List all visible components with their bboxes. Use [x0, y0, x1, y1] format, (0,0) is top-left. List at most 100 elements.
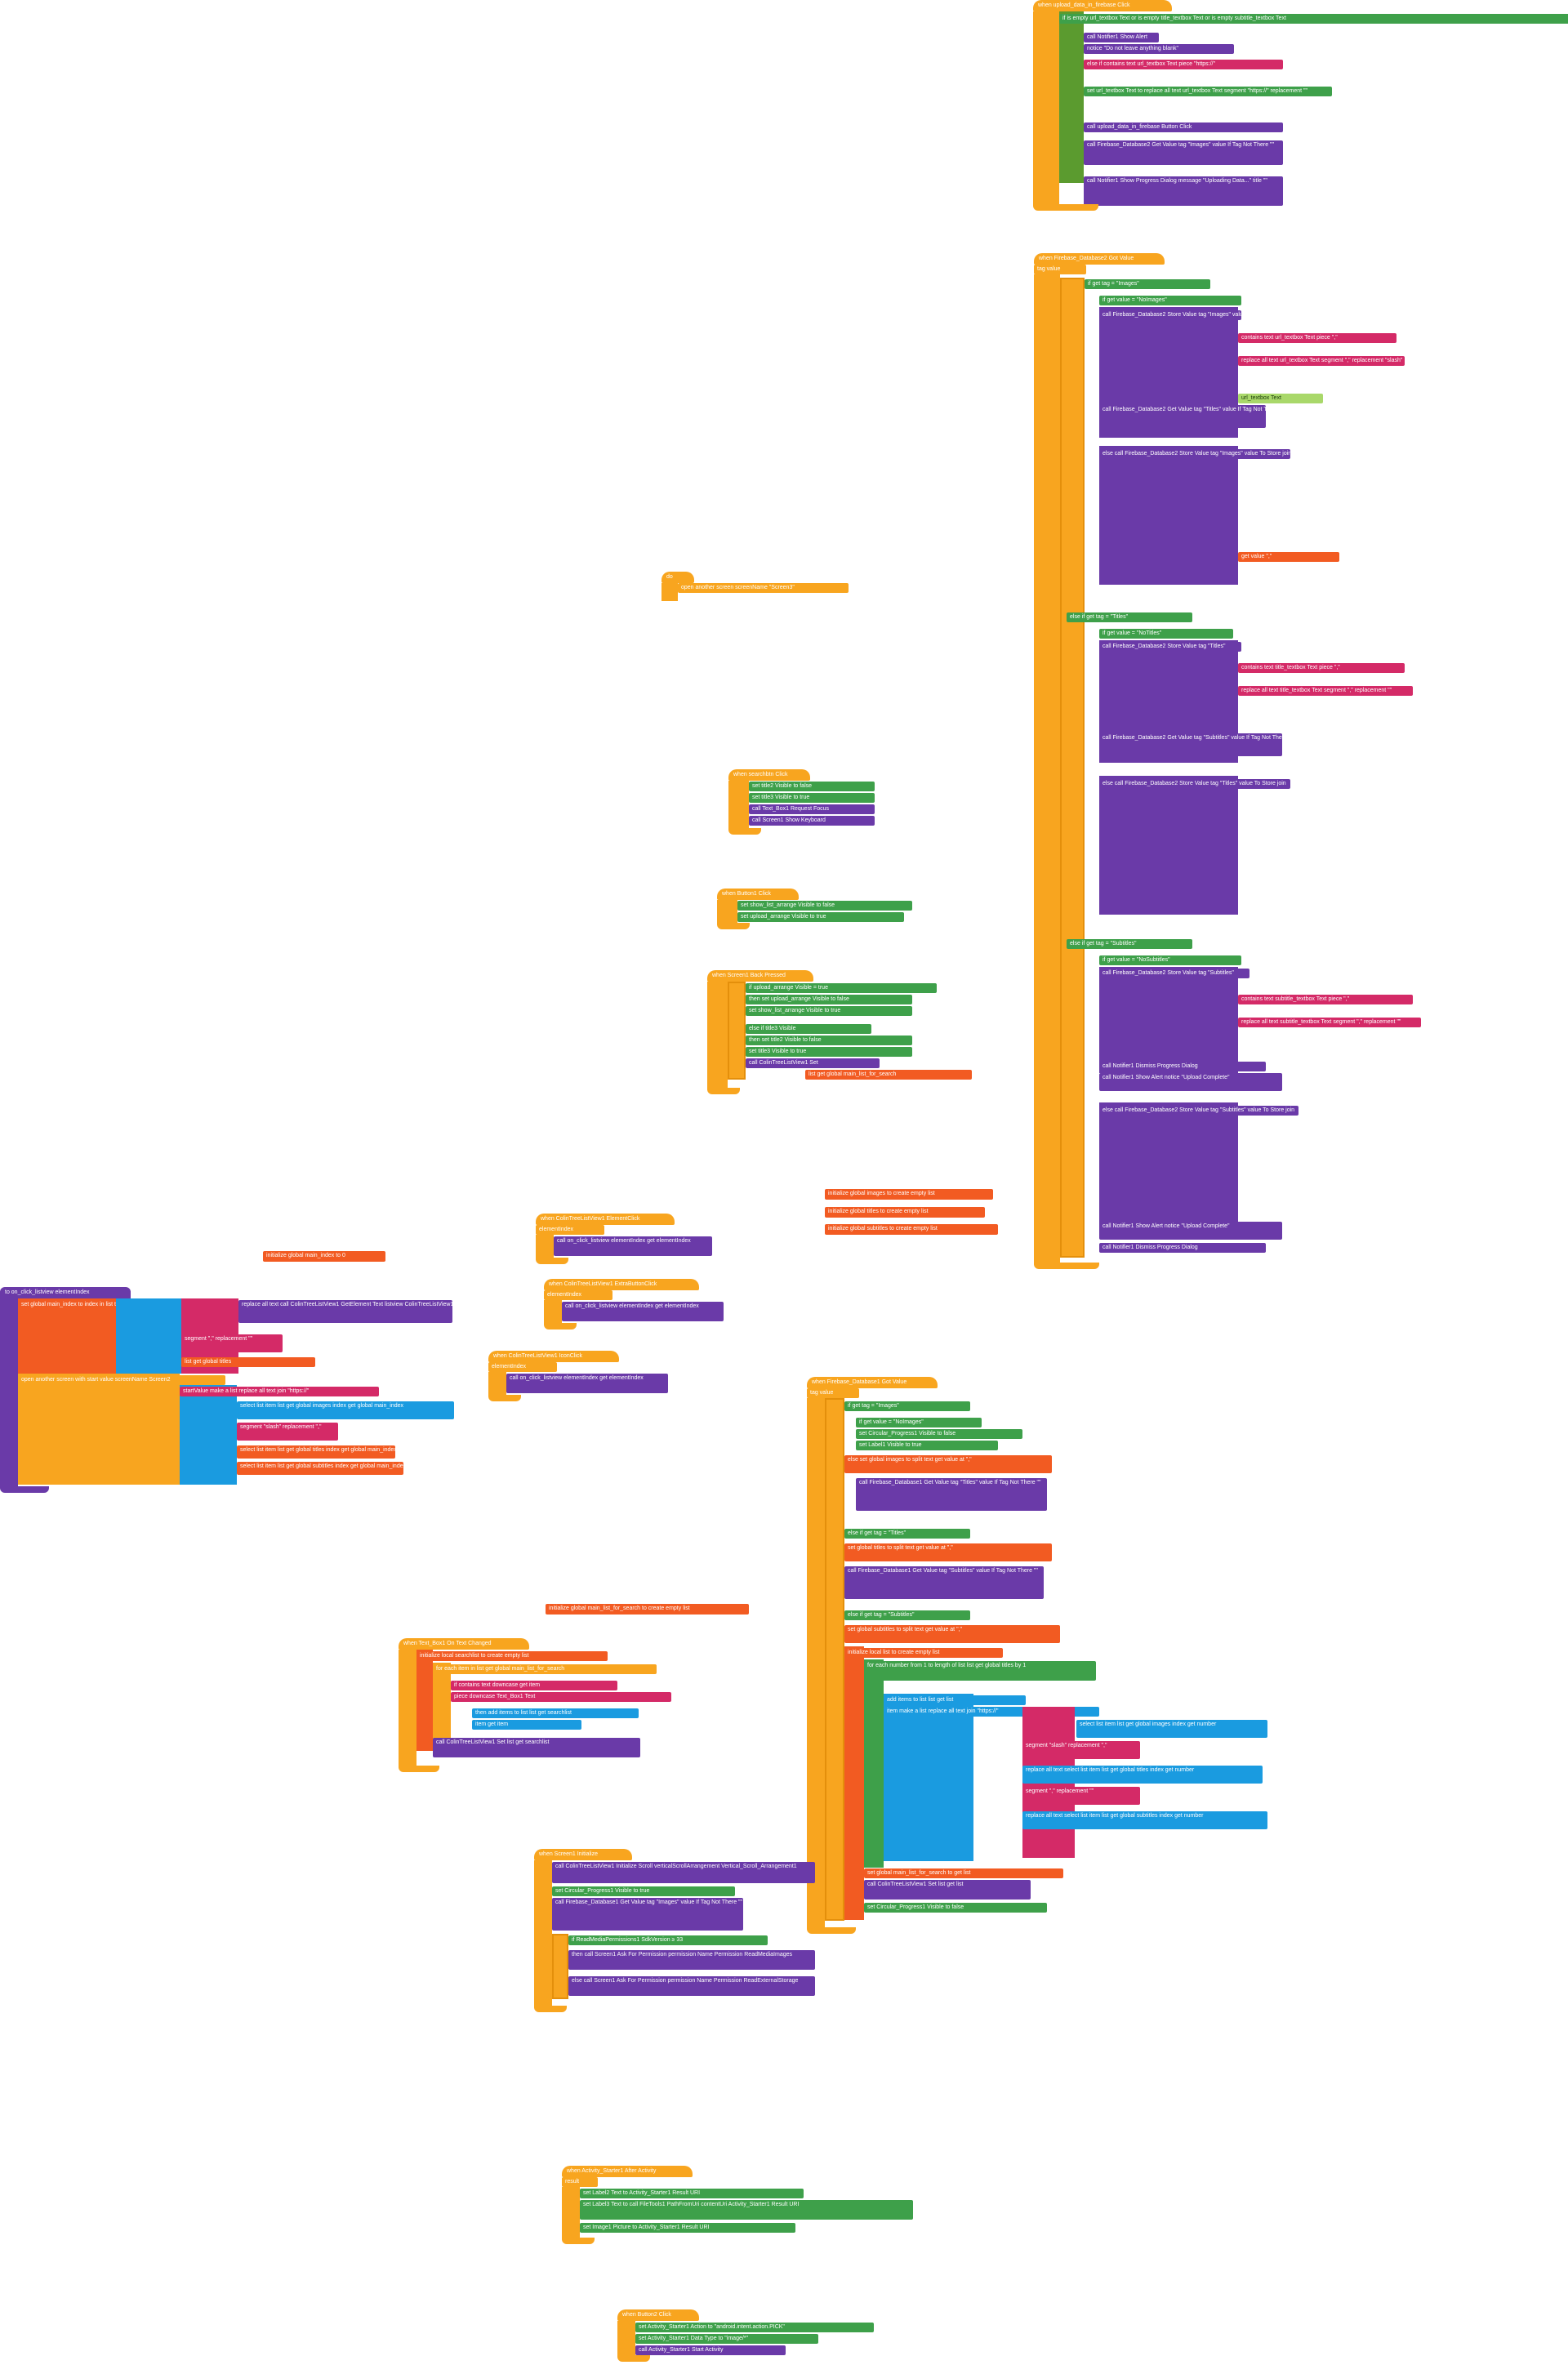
else-store-subtitles-row[interactable]: else call Firebase_Database2 Store Value… — [1099, 1106, 1298, 1116]
notifier-show-alert[interactable]: call Notifier1 Show Alert — [1084, 33, 1159, 42]
for-each-item-row[interactable]: for each item in list get global main_li… — [433, 1664, 657, 1674]
set-global-subtitles-split[interactable]: set global subtitles to split text get v… — [844, 1625, 1060, 1643]
fb1-select-subtitles[interactable]: replace all text select list item list g… — [1022, 1811, 1267, 1829]
start-activity[interactable]: call Activity_Starter1 Start Activity — [635, 2345, 786, 2355]
set-title3-visible[interactable]: set title3 Visible to true — [749, 793, 875, 803]
piece-downcase[interactable]: piece downcase Text_Box1 Text — [451, 1692, 671, 1702]
startvalue-row[interactable]: startValue make a list replace all text … — [180, 1387, 379, 1396]
item-get-item[interactable]: item get item — [472, 1720, 581, 1730]
show-alert-complete-2[interactable]: call Notifier1 Show Alert notice "Upload… — [1099, 1222, 1282, 1240]
ask-read-external[interactable]: else call Screen1 Ask For Permission per… — [568, 1976, 815, 1996]
element-click-hat[interactable]: when ColinTreeListView1 ElementClick — [536, 1214, 675, 1225]
is-empty-condition[interactable]: if is empty url_textbox Text or is empty… — [1059, 14, 1568, 24]
value-eq-notitles[interactable]: if get value = "NoTitles" — [1099, 629, 1233, 639]
button1-click-block[interactable]: when Button1 Click set show_list_arrange… — [717, 889, 912, 929]
open-screen2-row[interactable]: open another screen with start value scr… — [18, 1375, 225, 1385]
fb2-if-outer[interactable] — [1060, 278, 1085, 1258]
back-pressed-hat[interactable]: when Screen1 Back Pressed — [707, 970, 813, 982]
proc-hat[interactable]: to on_click_listview elementIndex — [0, 1287, 131, 1298]
replace-title-comma[interactable]: replace all text title_textbox Text segm… — [1238, 686, 1413, 696]
fb1-if-outer[interactable] — [825, 1398, 844, 1921]
fb1-select-images[interactable]: select list item list get global images … — [1076, 1720, 1267, 1738]
value-eq-nosubtitles[interactable]: if get value = "NoSubtitles" — [1099, 955, 1241, 965]
set-main-list-for-search[interactable]: set global main_list_for_search to get l… — [864, 1868, 1063, 1878]
after-activity-hat[interactable]: when Activity_Starter1 After Activity — [562, 2166, 693, 2177]
for-each-number-block[interactable] — [864, 1659, 884, 1868]
fb2-hat[interactable]: when Firebase_Database2 Got Value — [1034, 253, 1165, 265]
upload-visible-eq-true[interactable]: if upload_arrange Visible = true — [746, 983, 937, 993]
button1-hat[interactable]: when Button1 Click — [717, 889, 799, 900]
else-store-subtitles[interactable] — [1099, 1102, 1238, 1225]
after-activity-block[interactable]: when Activity_Starter1 After Activity re… — [562, 2166, 913, 2244]
get-element-text[interactable]: replace all text call ColinTreeListView1… — [238, 1300, 535, 1323]
searchbtn-hat[interactable]: when searchbtn Click — [728, 769, 810, 781]
else-store-images[interactable] — [1099, 446, 1238, 585]
back-pressed-block[interactable]: when Screen1 Back Pressed if upload_arra… — [707, 970, 972, 1094]
store-subtitles-block[interactable] — [1099, 967, 1238, 1073]
set-progress-true[interactable]: set Circular_Progress1 Visible to true — [552, 1886, 735, 1896]
button2-click-block[interactable]: when Button2 Click set Activity_Starter1… — [617, 2309, 874, 2362]
request-focus[interactable]: call Text_Box1 Request Focus — [749, 804, 875, 814]
open-screen3-hat[interactable]: do — [662, 572, 694, 583]
button2-hat[interactable]: when Button2 Click — [617, 2309, 699, 2321]
firebase2-get-value[interactable]: call Firebase_Database2 Get Value tag "I… — [1084, 140, 1283, 165]
add-to-searchlist[interactable]: then add items to list list get searchli… — [472, 1708, 639, 1718]
searchbtn-click-block[interactable]: when searchbtn Click set title2 Visible … — [728, 769, 884, 835]
init-searchlist-row[interactable]: initialize local searchlist to create em… — [416, 1651, 608, 1661]
ask-read-media[interactable]: then call Screen1 Ask For Permission per… — [568, 1950, 815, 1970]
set-title2-false[interactable]: then set title2 Visible to false — [746, 1036, 912, 1045]
on-click-listview-proc[interactable]: to on_click_listview elementIndex set gl… — [0, 1287, 535, 1493]
upload-click-hat[interactable]: when upload_data_in_firebase Click — [1033, 0, 1172, 11]
extra-click-block[interactable]: when ColinTreeListView1 ExtraButtonClick… — [544, 1279, 724, 1329]
url-text-getter[interactable]: url_textbox Text — [1238, 394, 1323, 403]
if-block[interactable] — [1059, 11, 1084, 183]
screen-init-block[interactable]: when Screen1 Initialize call ColinTreeLi… — [534, 1849, 815, 2012]
set-upload-arrange[interactable]: set upload_arrange Visible to true — [737, 912, 904, 922]
else-store-titles-row[interactable]: else call Firebase_Database2 Store Value… — [1099, 779, 1290, 789]
set-label3-text[interactable]: set Label3 Text to call FileTools1 PathF… — [580, 2200, 913, 2220]
set-show-list-true[interactable]: set show_list_arrange Visible to true — [746, 1006, 912, 1016]
fb1-tag-eq-titles[interactable]: else if get tag = "Titles" — [844, 1529, 970, 1539]
extra-click-hat[interactable]: when ColinTreeListView1 ExtraButtonClick — [544, 1279, 699, 1290]
upload-click-event-block[interactable]: when upload_data_in_firebase Click if is… — [1033, 0, 1568, 211]
fb1-select-titles[interactable]: replace all text select list item list g… — [1022, 1766, 1263, 1784]
get-value-comma[interactable]: get value "," — [1238, 552, 1339, 562]
set-url-textbox[interactable]: set url_textbox Text to replace all text… — [1084, 87, 1332, 96]
select-images-item[interactable]: select list item list get global images … — [237, 1401, 454, 1419]
set-title3-true[interactable]: set title3 Visible to true — [746, 1047, 912, 1057]
set-global-images-split[interactable]: else set global images to split text get… — [844, 1455, 1052, 1473]
screen-init-get-images[interactable]: call Firebase_Database1 Get Value tag "I… — [552, 1898, 743, 1931]
set-label1-true[interactable]: set Label1 Visible to true — [856, 1441, 998, 1450]
store-subtitles-row[interactable]: call Firebase_Database2 Store Value tag … — [1099, 969, 1250, 978]
fb1-progress-false[interactable]: set Circular_Progress1 Visible to false — [864, 1903, 1047, 1913]
open-screen3-row[interactable]: open another screen screenName "Screen3" — [678, 583, 849, 593]
init-global-images[interactable]: initialize global images to create empty… — [825, 1189, 993, 1200]
fb1-value-eq-noimages[interactable]: if get value = "NoImages" — [856, 1418, 982, 1427]
call-button-click[interactable]: call upload_data_in_firebase Button Clic… — [1084, 122, 1283, 132]
open-screen3-block[interactable]: do open another screen screenName "Scree… — [662, 572, 849, 601]
fb1-get-titles[interactable]: call Firebase_Database1 Get Value tag "T… — [856, 1478, 1047, 1511]
tag-eq-titles[interactable]: else if get tag = "Titles" — [1067, 612, 1192, 622]
init-global-main-list[interactable]: initialize global main_list_for_search t… — [546, 1604, 749, 1615]
element-click-call[interactable]: call on_click_listview elementIndex get … — [554, 1236, 712, 1256]
set-global-titles-split[interactable]: set global titles to split text get valu… — [844, 1543, 1052, 1561]
init-local-searchlist[interactable] — [416, 1650, 433, 1751]
index-in-list-block[interactable] — [116, 1298, 181, 1374]
contains-title-comma[interactable]: contains text title_textbox Text piece "… — [1238, 663, 1405, 673]
contains-subtitle-comma[interactable]: contains text subtitle_textbox Text piec… — [1238, 995, 1413, 1004]
title3-visible-cond[interactable]: else if title3 Visible — [746, 1024, 871, 1034]
set-activity-datatype[interactable]: set Activity_Starter1 Data Type to "imag… — [635, 2334, 818, 2344]
select-subtitles-item[interactable]: select list item list get global subtitl… — [237, 1462, 406, 1475]
fb1-listview-set[interactable]: call ColinTreeListView1 Set list get lis… — [864, 1880, 1031, 1900]
set-progress-false[interactable]: set Circular_Progress1 Visible to false — [856, 1429, 1022, 1439]
set-show-list-arrange[interactable]: set show_list_arrange Visible to false — [737, 901, 912, 911]
else-store-titles[interactable] — [1099, 776, 1238, 915]
fb1-get-subtitles[interactable]: call Firebase_Database1 Get Value tag "S… — [844, 1566, 1044, 1599]
store-titles-row[interactable]: call Firebase_Database2 Store Value tag … — [1099, 642, 1241, 652]
set-main-index-block[interactable] — [18, 1298, 116, 1374]
for-each-item-block[interactable] — [433, 1663, 451, 1744]
set-activity-action[interactable]: set Activity_Starter1 Action to "android… — [635, 2323, 874, 2332]
init-local-list-row[interactable]: initialize local list to create empty li… — [844, 1648, 1003, 1658]
screen-init-hat[interactable]: when Screen1 Initialize — [534, 1849, 632, 1860]
